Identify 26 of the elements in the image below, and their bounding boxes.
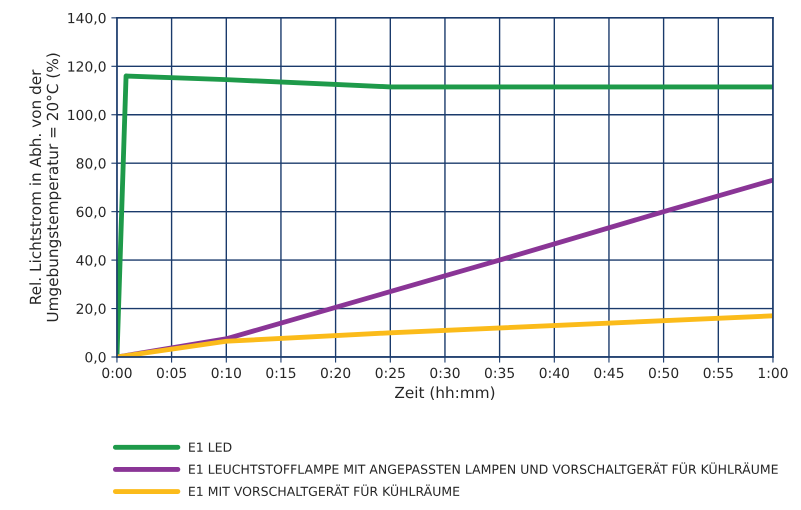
y-tick-label: 60,0	[76, 206, 106, 219]
x-tick-label: 0:40	[540, 368, 569, 378]
y-tick-label: 20,0	[76, 304, 106, 316]
x-tick-label: 1:00	[758, 368, 788, 378]
x-tick-label: 0:55	[704, 368, 733, 378]
legend-label: E1 LEUCHTSTOFFLAMPE MIT ANGEPASSTEN LAMPEN UND VORSCHALTGERÄT FÜR KÜHLRÄUME	[189, 462, 778, 474]
y-tick-label: 80,0	[76, 158, 106, 170]
x-tick-label: 0:30	[430, 368, 460, 378]
y-tick-label: 140,0	[68, 12, 106, 25]
legend-label: E1 LED	[189, 442, 232, 452]
x-tick-label: 0:00	[102, 368, 132, 378]
x-tick-label: 0:15	[266, 368, 296, 378]
x-tick-label: 0:10	[212, 368, 241, 378]
y-tick-label: 100,0	[68, 110, 106, 122]
y-tick-label: 0,0	[85, 352, 106, 364]
x-tick-label: 0:05	[156, 368, 186, 378]
legend-label: E1 MIT VORSCHALTGERÄT FÜR KÜHLRÄUME	[189, 484, 460, 496]
x-tick-label: 0:25	[376, 368, 405, 378]
x-tick-label: 0:35	[484, 368, 514, 378]
x-tick-label: 0:45	[594, 368, 624, 378]
x-tick-label: 0:20	[320, 368, 350, 378]
x-tick-label: 0:50	[648, 368, 678, 378]
x-axis-title: Zeit (hh:mm)	[395, 386, 494, 400]
y-axis-title: Rel. Lichtstrom in Abh. von der Umgebungstemperatur = 20°C (%)	[29, 54, 62, 322]
y-tick-label: 40,0	[76, 255, 106, 267]
y-tick-label: 120,0	[68, 61, 106, 74]
